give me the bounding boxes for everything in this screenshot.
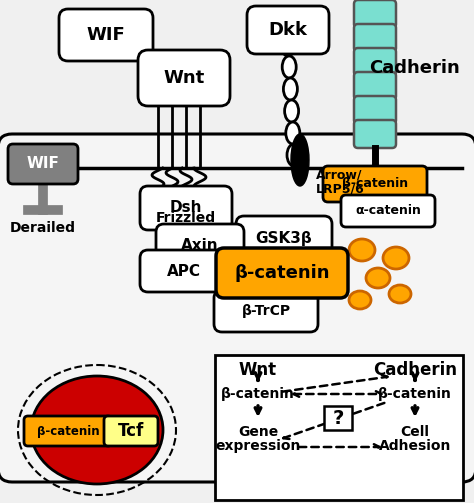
FancyBboxPatch shape — [323, 166, 427, 202]
FancyBboxPatch shape — [354, 72, 396, 100]
Ellipse shape — [31, 376, 163, 484]
Ellipse shape — [389, 285, 411, 303]
FancyBboxPatch shape — [216, 248, 348, 298]
Ellipse shape — [167, 94, 201, 106]
FancyBboxPatch shape — [247, 6, 329, 54]
FancyBboxPatch shape — [140, 250, 228, 292]
Text: α-catenin: α-catenin — [355, 205, 421, 217]
Ellipse shape — [349, 239, 375, 261]
Bar — [215, 355, 463, 500]
Text: β-catenin: β-catenin — [234, 264, 330, 282]
Text: ?: ? — [332, 408, 344, 428]
FancyBboxPatch shape — [140, 186, 232, 230]
Text: Wnt: Wnt — [239, 361, 277, 379]
Text: Dkk: Dkk — [268, 21, 308, 39]
Text: β-TrCP: β-TrCP — [241, 304, 291, 318]
Text: GSK3β: GSK3β — [255, 230, 312, 245]
FancyBboxPatch shape — [236, 216, 332, 260]
FancyBboxPatch shape — [354, 0, 396, 28]
Ellipse shape — [282, 56, 296, 78]
Text: Cell: Cell — [401, 425, 429, 439]
Text: β-catenin: β-catenin — [378, 387, 452, 401]
Text: Arrow/
LRP5/6: Arrow/ LRP5/6 — [316, 168, 365, 196]
Text: Cadherin: Cadherin — [373, 361, 457, 379]
FancyBboxPatch shape — [214, 290, 318, 332]
Text: β-catenin: β-catenin — [342, 178, 408, 191]
Ellipse shape — [349, 291, 371, 309]
FancyBboxPatch shape — [354, 24, 396, 52]
FancyBboxPatch shape — [354, 120, 396, 148]
FancyBboxPatch shape — [59, 9, 153, 61]
Bar — [324, 406, 352, 430]
FancyBboxPatch shape — [138, 50, 230, 106]
Text: Cadherin: Cadherin — [370, 59, 460, 77]
Text: β-catenin: β-catenin — [221, 387, 295, 401]
Ellipse shape — [286, 122, 300, 144]
Text: Adhesion: Adhesion — [379, 439, 451, 453]
Text: Axin: Axin — [181, 237, 219, 253]
Ellipse shape — [283, 78, 297, 100]
Text: Dsh: Dsh — [170, 201, 202, 215]
Text: Gene: Gene — [238, 425, 278, 439]
FancyBboxPatch shape — [24, 416, 112, 446]
FancyBboxPatch shape — [354, 48, 396, 76]
Text: APC: APC — [167, 264, 201, 279]
Ellipse shape — [366, 268, 390, 288]
FancyBboxPatch shape — [8, 144, 78, 184]
Text: Frizzled: Frizzled — [156, 211, 216, 225]
Text: Derailed: Derailed — [10, 221, 76, 235]
Ellipse shape — [383, 247, 409, 269]
FancyBboxPatch shape — [0, 134, 474, 482]
Text: expression: expression — [215, 439, 301, 453]
Text: Wnt: Wnt — [164, 69, 205, 87]
Text: WIF: WIF — [27, 156, 59, 172]
FancyBboxPatch shape — [104, 416, 158, 446]
Ellipse shape — [291, 134, 309, 186]
Ellipse shape — [284, 100, 299, 122]
Text: WIF: WIF — [87, 26, 126, 44]
FancyBboxPatch shape — [341, 195, 435, 227]
Text: Tcf: Tcf — [118, 422, 144, 440]
Ellipse shape — [287, 144, 301, 166]
FancyBboxPatch shape — [354, 96, 396, 124]
Text: β-catenin: β-catenin — [36, 425, 100, 438]
FancyBboxPatch shape — [156, 224, 244, 266]
Ellipse shape — [281, 34, 295, 56]
